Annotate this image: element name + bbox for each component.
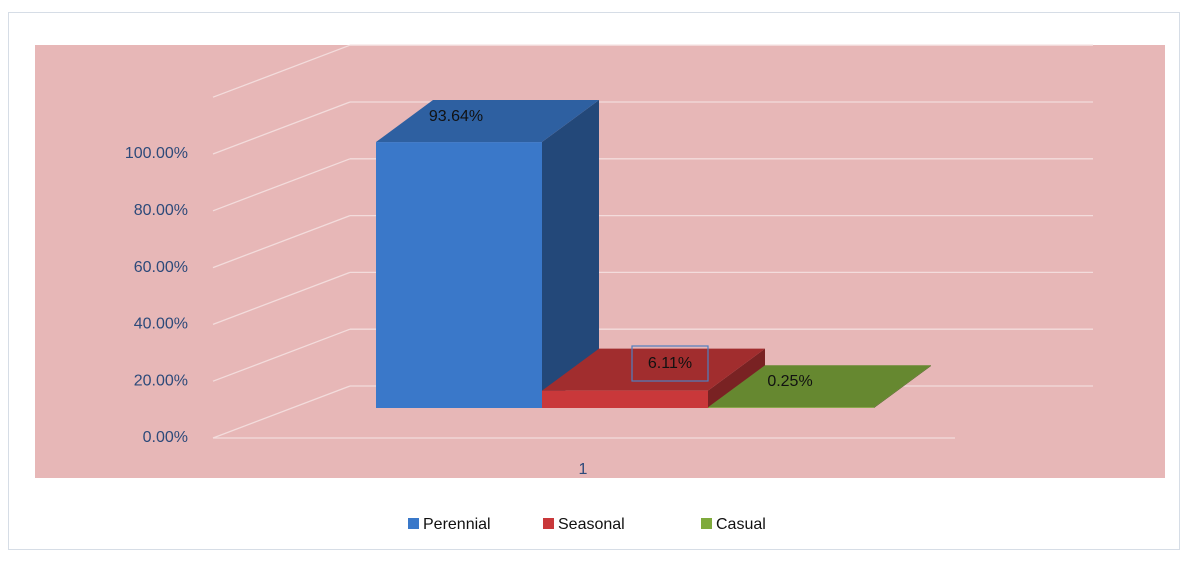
bar-side bbox=[542, 100, 599, 408]
grid-line bbox=[212, 44, 351, 98]
bar-side bbox=[874, 365, 931, 408]
data-label: 93.64% bbox=[429, 108, 483, 125]
grid-line bbox=[212, 101, 351, 155]
label-box bbox=[631, 345, 709, 382]
y-tick-label: 0.00% bbox=[143, 429, 188, 446]
plot-area bbox=[35, 45, 1165, 478]
bar bbox=[708, 407, 874, 408]
grid-line bbox=[212, 214, 351, 269]
data-label: 0.25% bbox=[767, 373, 812, 390]
bar bbox=[542, 390, 708, 408]
grid-line bbox=[212, 271, 351, 326]
bar-top bbox=[708, 365, 931, 408]
bar-top bbox=[542, 348, 765, 391]
legend-label: Casual bbox=[716, 516, 766, 533]
bar-side bbox=[708, 348, 765, 408]
legend-swatch bbox=[408, 518, 419, 529]
legend-swatch bbox=[701, 518, 712, 529]
legend-swatch bbox=[543, 518, 554, 529]
bar-top bbox=[376, 100, 599, 143]
y-tick-label: 60.00% bbox=[134, 259, 188, 276]
y-tick-label: 100.00% bbox=[125, 145, 188, 162]
bar bbox=[376, 142, 542, 409]
legend-label: Seasonal bbox=[558, 516, 625, 533]
grid-line bbox=[212, 158, 351, 212]
data-label: 6.11% bbox=[648, 355, 692, 372]
y-tick-label: 20.00% bbox=[134, 372, 188, 389]
grid-line bbox=[212, 385, 351, 439]
legend-label: Perennial bbox=[423, 516, 491, 533]
y-tick-label: 80.00% bbox=[134, 202, 188, 219]
y-tick-label: 40.00% bbox=[134, 316, 188, 333]
x-tick-label: 1 bbox=[579, 461, 588, 478]
grid-line bbox=[212, 328, 351, 382]
